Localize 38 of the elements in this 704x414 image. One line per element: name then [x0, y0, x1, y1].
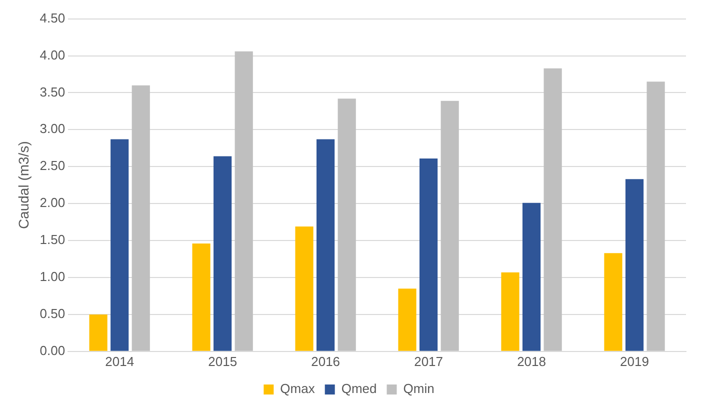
y-tick-label: 2.50 — [40, 158, 66, 174]
x-tick-label: 2019 — [620, 354, 649, 369]
y-tick-label: 0.50 — [40, 306, 66, 322]
bar — [295, 226, 314, 351]
bar — [110, 139, 129, 351]
bar — [234, 51, 253, 351]
y-tick-label: 0.00 — [40, 342, 66, 358]
y-axis-title: Caudal (m3/s) — [15, 141, 32, 230]
y-tick-label: 4.50 — [40, 10, 66, 26]
bar — [604, 253, 622, 351]
bar — [132, 85, 150, 351]
bar — [625, 179, 644, 351]
x-tick-label: 2018 — [517, 354, 546, 369]
x-tick-label: 2015 — [208, 354, 238, 369]
bar — [214, 156, 232, 351]
bar — [522, 202, 541, 351]
bar — [398, 288, 416, 351]
x-tick-label: 2016 — [311, 354, 340, 369]
y-tick-label: 1.50 — [40, 232, 66, 248]
bar — [544, 68, 562, 351]
bar — [501, 272, 520, 351]
bar — [89, 314, 108, 351]
y-tick-label: 2.00 — [40, 195, 66, 210]
bar — [338, 98, 356, 351]
bar — [646, 82, 665, 351]
y-tick-label: 3.00 — [40, 121, 66, 136]
legend-label: Qmax — [280, 381, 316, 396]
x-tick-label: 2017 — [414, 354, 444, 369]
bar — [192, 243, 210, 351]
legend-label: Qmed — [341, 381, 377, 396]
y-tick-label: 1.00 — [40, 269, 66, 284]
bar — [440, 100, 459, 351]
bar — [419, 158, 438, 351]
x-tick-label: 2014 — [105, 354, 134, 369]
legend-label: Qmin — [403, 381, 434, 396]
y-tick-label: 4.00 — [40, 47, 66, 62]
y-tick-label: 3.50 — [40, 84, 66, 100]
bar — [316, 139, 335, 351]
